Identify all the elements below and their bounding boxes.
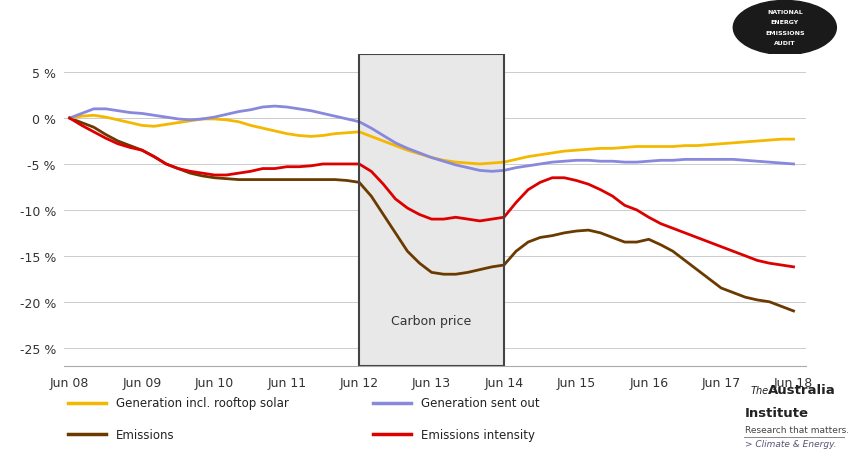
Text: Institute: Institute: [745, 406, 808, 420]
Text: Generation incl. rooftop solar: Generation incl. rooftop solar: [116, 396, 289, 409]
Text: NATIONAL: NATIONAL: [767, 10, 803, 15]
Text: > Climate & Energy.: > Climate & Energy.: [745, 439, 836, 448]
Text: Changes in NEM emissions,  electricity  generation and emissions intensity: Changes in NEM emissions, electricity ge…: [10, 19, 633, 34]
Text: Carbon price: Carbon price: [392, 314, 471, 327]
Text: Emissions intensity: Emissions intensity: [421, 428, 535, 441]
Text: ENERGY: ENERGY: [771, 20, 799, 25]
Text: Emissions: Emissions: [116, 428, 175, 441]
Text: EMISSIONS: EMISSIONS: [765, 30, 805, 35]
Ellipse shape: [734, 1, 836, 56]
Text: AUDIT: AUDIT: [774, 41, 795, 46]
Text: Generation sent out: Generation sent out: [421, 396, 540, 409]
Bar: [360, 55, 504, 366]
Bar: [360, 55, 504, 366]
Text: Research that matters.: Research that matters.: [745, 425, 848, 434]
Text: Australia: Australia: [767, 384, 835, 397]
Text: The: The: [750, 385, 768, 395]
